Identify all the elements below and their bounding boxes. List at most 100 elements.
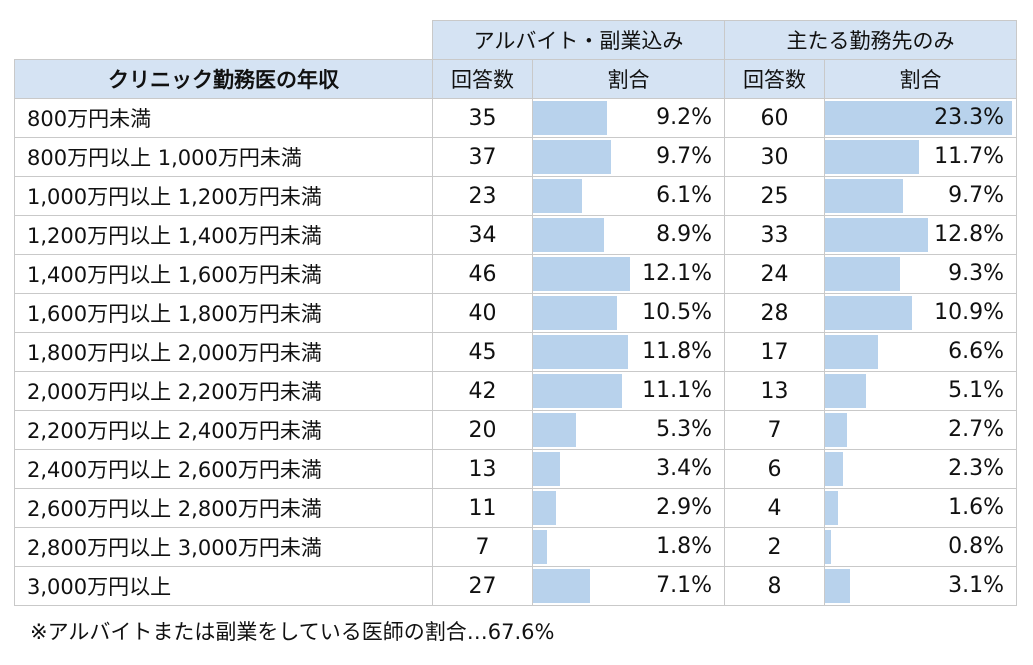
ratio-value: 5.3% (656, 417, 712, 442)
ratio-value: 5.1% (948, 378, 1004, 403)
ratio-main-job: 10.9% (824, 293, 1017, 333)
income-range-label: 2,600万円以上 2,800万円未満 (14, 488, 433, 528)
count-side-job: 42 (432, 371, 533, 411)
ratio-main-job: 1.6% (824, 488, 1017, 528)
table-row: 800万円未満 35 9.2% 60 23.3% (14, 98, 1017, 138)
ratio-bar (825, 257, 900, 291)
count-side-job: 37 (432, 137, 533, 177)
table-row: 2,600万円以上 2,800万円未満 11 2.9% 4 1.6% (14, 488, 1017, 528)
ratio-value: 23.3% (934, 105, 1004, 130)
ratio-bar (825, 179, 903, 213)
count-main-job: 2 (724, 527, 825, 567)
table-title: クリニック勤務医の年収 (14, 59, 433, 99)
table-row: 1,200万円以上 1,400万円未満 34 8.9% 33 12.8% (14, 215, 1017, 255)
income-range-label: 1,200万円以上 1,400万円未満 (14, 215, 433, 255)
table-row: 3,000万円以上 27 7.1% 8 3.1% (14, 566, 1017, 606)
ratio-side-job: 11.8% (532, 332, 725, 372)
ratio-bar (533, 179, 582, 213)
ratio-side-job: 8.9% (532, 215, 725, 255)
ratio-main-job: 11.7% (824, 137, 1017, 177)
count-main-job: 60 (724, 98, 825, 138)
ratio-bar (533, 218, 605, 252)
count-side-job: 20 (432, 410, 533, 450)
column-header-count-b: 回答数 (724, 59, 825, 99)
ratio-bar (533, 140, 611, 174)
ratio-side-job: 7.1% (532, 566, 725, 606)
income-range-label: 800万円以上 1,000万円未満 (14, 137, 433, 177)
ratio-bar (533, 257, 631, 291)
ratio-bar (825, 530, 832, 564)
ratio-value: 7.1% (656, 573, 712, 598)
income-range-label: 2,200万円以上 2,400万円未満 (14, 410, 433, 450)
count-main-job: 13 (724, 371, 825, 411)
table-body: 800万円未満 35 9.2% 60 23.3% 800万円以上 1,000万円未満 37 9… (14, 98, 1017, 606)
income-range-label: 2,800万円以上 3,000万円未満 (14, 527, 433, 567)
ratio-bar (825, 452, 844, 486)
ratio-side-job: 5.3% (532, 410, 725, 450)
table-row: 2,200万円以上 2,400万円未満 20 5.3% 7 2.7% (14, 410, 1017, 450)
income-range-label: 1,800万円以上 2,000万円未満 (14, 332, 433, 372)
ratio-value: 9.7% (656, 144, 712, 169)
count-main-job: 28 (724, 293, 825, 333)
count-main-job: 17 (724, 332, 825, 372)
ratio-bar (825, 335, 878, 369)
ratio-side-job: 1.8% (532, 527, 725, 567)
income-range-label: 1,400万円以上 1,600万円未満 (14, 254, 433, 294)
ratio-bar (825, 140, 919, 174)
ratio-main-job: 2.3% (824, 449, 1017, 489)
column-header-row: クリニック勤務医の年収 回答数 割合 回答数 割合 (14, 59, 1017, 99)
ratio-value: 12.1% (642, 261, 712, 286)
count-main-job: 8 (724, 566, 825, 606)
ratio-main-job: 2.7% (824, 410, 1017, 450)
ratio-side-job: 9.2% (532, 98, 725, 138)
count-side-job: 35 (432, 98, 533, 138)
count-side-job: 46 (432, 254, 533, 294)
ratio-value: 2.7% (948, 417, 1004, 442)
ratio-main-job: 5.1% (824, 371, 1017, 411)
income-range-label: 800万円未満 (14, 98, 433, 138)
count-main-job: 7 (724, 410, 825, 450)
count-side-job: 27 (432, 566, 533, 606)
ratio-bar (533, 530, 548, 564)
ratio-value: 2.9% (656, 495, 712, 520)
ratio-main-job: 12.8% (824, 215, 1017, 255)
ratio-bar (825, 101, 1012, 135)
ratio-bar (825, 296, 913, 330)
ratio-value: 6.6% (948, 339, 1004, 364)
ratio-side-job: 3.4% (532, 449, 725, 489)
table-row: 800万円以上 1,000万円未満 37 9.7% 30 11.7% (14, 137, 1017, 177)
count-main-job: 4 (724, 488, 825, 528)
count-main-job: 6 (724, 449, 825, 489)
ratio-bar (533, 491, 557, 525)
ratio-value: 11.1% (642, 378, 712, 403)
column-header-ratio-a: 割合 (532, 59, 725, 99)
ratio-value: 2.3% (948, 456, 1004, 481)
table-row: 1,400万円以上 1,600万円未満 46 12.1% 24 9.3% (14, 254, 1017, 294)
ratio-bar (533, 413, 576, 447)
ratio-value: 11.7% (934, 144, 1004, 169)
ratio-value: 3.1% (948, 573, 1004, 598)
ratio-value: 6.1% (656, 183, 712, 208)
count-side-job: 40 (432, 293, 533, 333)
ratio-bar (533, 452, 561, 486)
count-side-job: 13 (432, 449, 533, 489)
ratio-bar (533, 569, 590, 603)
ratio-bar (533, 374, 623, 408)
header-blank-cell (14, 20, 433, 60)
ratio-main-job: 23.3% (824, 98, 1017, 138)
income-range-label: 2,400万円以上 2,600万円未満 (14, 449, 433, 489)
ratio-value: 9.3% (948, 261, 1004, 286)
count-main-job: 33 (724, 215, 825, 255)
ratio-value: 12.8% (934, 222, 1004, 247)
income-range-label: 1,000万円以上 1,200万円未満 (14, 176, 433, 216)
ratio-value: 0.8% (948, 534, 1004, 559)
ratio-value: 8.9% (656, 222, 712, 247)
ratio-side-job: 6.1% (532, 176, 725, 216)
table-row: 1,000万円以上 1,200万円未満 23 6.1% 25 9.7% (14, 176, 1017, 216)
ratio-bar (533, 335, 628, 369)
ratio-bar (825, 413, 847, 447)
ratio-bar (533, 296, 618, 330)
ratio-main-job: 0.8% (824, 527, 1017, 567)
income-table: アルバイト・副業込み 主たる勤務先のみ クリニック勤務医の年収 回答数 割合 回… (14, 20, 1017, 606)
ratio-bar (825, 491, 838, 525)
